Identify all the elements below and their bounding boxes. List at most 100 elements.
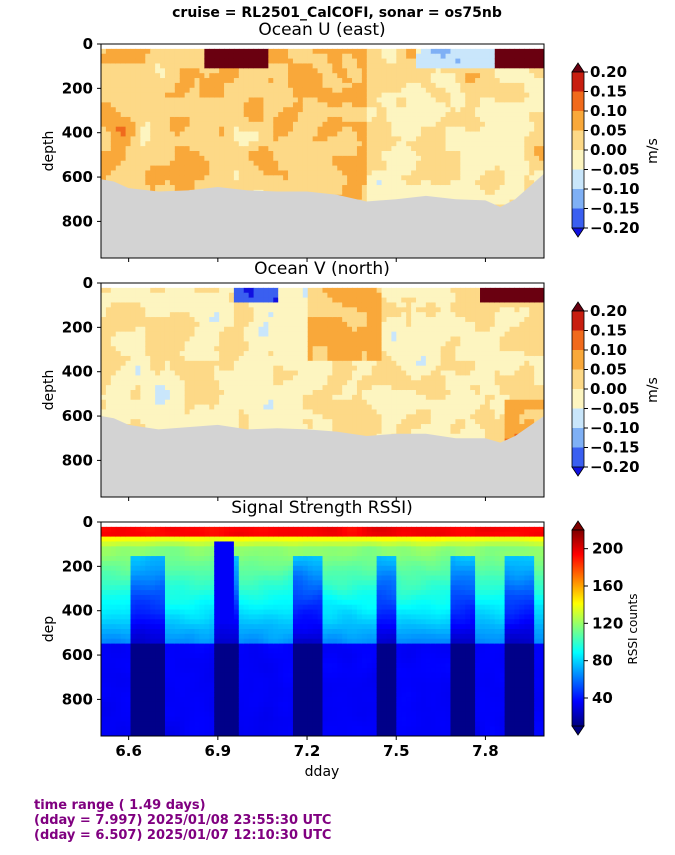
heatmap-cell [406,102,412,108]
heatmap-cell [347,48,353,55]
heatmap-cell [332,141,338,147]
heatmap-cell [145,116,151,123]
heatmap-cell [440,170,447,176]
heatmap-cell [489,73,496,79]
heatmap-cell [519,82,525,89]
heatmap-cell [460,53,466,60]
heatmap-cell [115,307,122,313]
heatmap-cell [101,131,107,138]
heatmap-cell [278,82,284,89]
heatmap-cell [455,131,461,138]
heatmap-cell [322,97,329,103]
heatmap-cell [524,107,530,113]
heatmap-cell [386,141,393,147]
heatmap-cell [391,189,397,196]
heatmap-cell [268,185,274,191]
heatmap-cell [228,175,235,181]
heatmap-cell [115,121,122,128]
heatmap-cell [233,131,240,138]
heatmap-cell [440,155,447,162]
heatmap-cell [253,146,260,152]
heatmap-cell [425,165,432,172]
heatmap-cell [140,302,146,308]
heatmap-cell [519,63,525,69]
heatmap-cell [125,116,132,123]
heatmap-cell [470,87,476,94]
heatmap-cell [455,175,461,181]
heatmap-cell [135,302,141,308]
heatmap-cell [317,189,324,196]
heatmap-cell [228,151,235,157]
heatmap-cell [475,160,481,167]
heatmap-cell [243,58,250,65]
heatmap-cell [184,307,191,313]
heatmap-cell [504,146,511,152]
heatmap-cell [219,341,225,347]
heatmap-cell [504,78,511,84]
heatmap-cell [450,180,456,186]
heatmap-cell [263,92,269,99]
heatmap-cell [278,73,284,79]
heatmap-cell [164,107,171,113]
heatmap-cell [361,73,368,79]
heatmap-cell [204,292,210,299]
heatmap-cell [297,126,304,133]
heatmap-cell [371,58,378,65]
heatmap-cell [416,87,422,94]
heatmap-cell [514,92,520,99]
heatmap-cell [539,92,544,99]
heatmap-cell [504,170,511,176]
heatmap-cell [243,82,250,89]
heatmap-cell [283,68,289,74]
heatmap-cell [381,146,388,152]
heatmap-cell [135,82,141,89]
heatmap-cell [524,151,530,157]
heatmap-cell [253,112,260,118]
heatmap-cell [184,53,191,60]
heatmap-cell [465,63,471,69]
heatmap-cell [204,126,210,133]
heatmap-cell [435,78,442,84]
heatmap-cell [371,53,378,60]
heatmap-cell [381,121,388,128]
heatmap-cell [292,141,299,147]
heatmap-cell [499,97,506,103]
heatmap-cell [189,180,196,186]
heatmap-cell [302,78,309,84]
heatmap-cell [233,155,240,162]
heatmap-cell [386,82,393,89]
heatmap-cell [361,155,368,162]
heatmap-cell [214,160,220,167]
heatmap-cell [194,302,201,308]
heatmap-cell [199,292,205,299]
heatmap-cell [110,82,117,89]
heatmap-cell [224,82,230,89]
heatmap-cell [214,287,220,294]
heatmap-cell [224,73,230,79]
heatmap-cell [258,58,265,65]
heatmap-cell [194,341,201,347]
heatmap-cell [228,185,235,191]
heatmap-cell [150,58,156,65]
heatmap-cell [327,53,333,60]
heatmap-cell [248,165,255,172]
heatmap-cell [465,116,471,123]
heatmap-cell [135,160,141,167]
heatmap-cell [455,165,461,172]
heatmap-cell [160,78,166,84]
heatmap-cell [174,390,181,396]
heatmap-cell [519,136,525,142]
heatmap-cell [352,146,358,152]
heatmap-cell [233,146,240,152]
heatmap-cell [120,97,127,103]
heatmap-cell [406,170,412,176]
heatmap-cell [110,292,117,299]
heatmap-cell [194,419,201,425]
heatmap-cell [189,146,196,152]
heatmap-cell [150,78,156,84]
heatmap-cell [411,155,417,162]
heatmap-cell [115,180,122,186]
heatmap-cell [356,78,363,84]
heatmap-cell [120,307,127,313]
heatmap-cell [312,58,319,65]
